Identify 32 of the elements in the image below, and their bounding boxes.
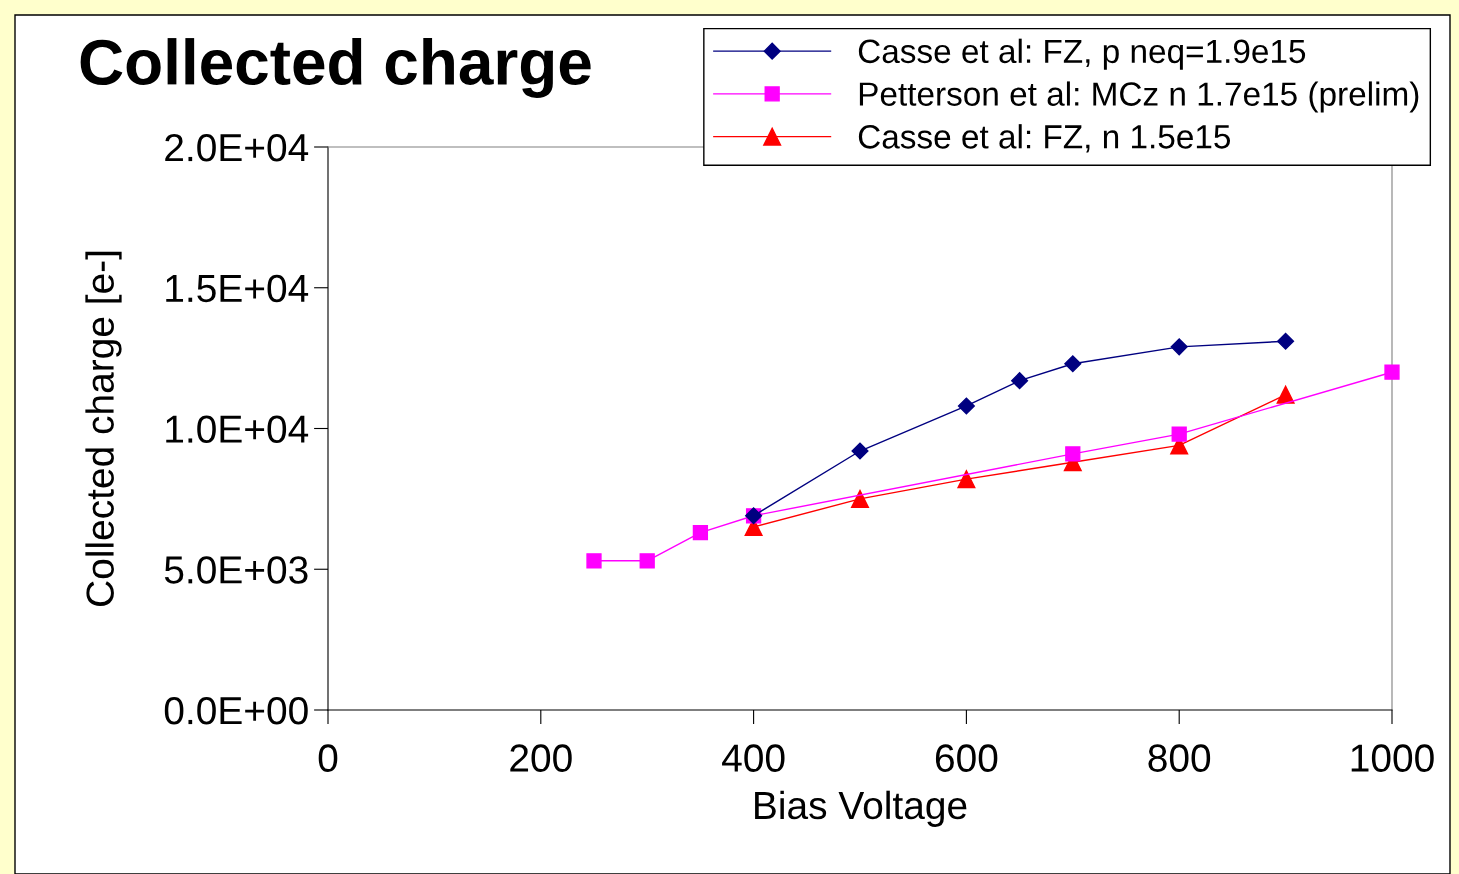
legend-label: Casse et al: FZ, p neq=1.9e15 [858, 38, 1306, 70]
y-tick-label: 1.0E+04 [166, 415, 309, 443]
point [639, 553, 655, 569]
legend-label: Casse et al: FZ, n 1.5e15 [858, 124, 1231, 153]
point [957, 397, 975, 415]
point [850, 489, 870, 508]
point [1065, 446, 1081, 462]
y-tick-label: 1.5E+04 [166, 274, 309, 303]
y-tick-label: 5.0E+03 [164, 556, 308, 584]
y-tick-label: 2.0E+04 [165, 133, 309, 162]
chart-title: Collected charge [80, 38, 591, 98]
point [1384, 364, 1400, 380]
point [1064, 355, 1082, 373]
x-tick-label: 1000 [1351, 744, 1434, 772]
x-tick-label: 0 [318, 744, 338, 772]
x-tick-label: 400 [722, 744, 785, 772]
point [1277, 332, 1295, 350]
point [692, 525, 709, 541]
point [1276, 385, 1295, 404]
x-tick-label: 600 [935, 744, 998, 772]
x-axis-title: Bias Voltage [755, 790, 967, 827]
point [957, 470, 976, 489]
x-tick-label: 800 [1148, 744, 1211, 772]
point [1011, 372, 1029, 390]
y-tick-label: 0.0E+00 [164, 696, 308, 725]
legend-label: Petterson et al: MCz n 1.7e15 (prelim) [859, 81, 1419, 113]
point [1170, 338, 1188, 356]
point [586, 553, 602, 569]
point [851, 442, 869, 460]
y-axis-title: Collected charge [e-] [85, 251, 122, 606]
point [1171, 426, 1187, 442]
x-tick-label: 200 [510, 744, 572, 772]
